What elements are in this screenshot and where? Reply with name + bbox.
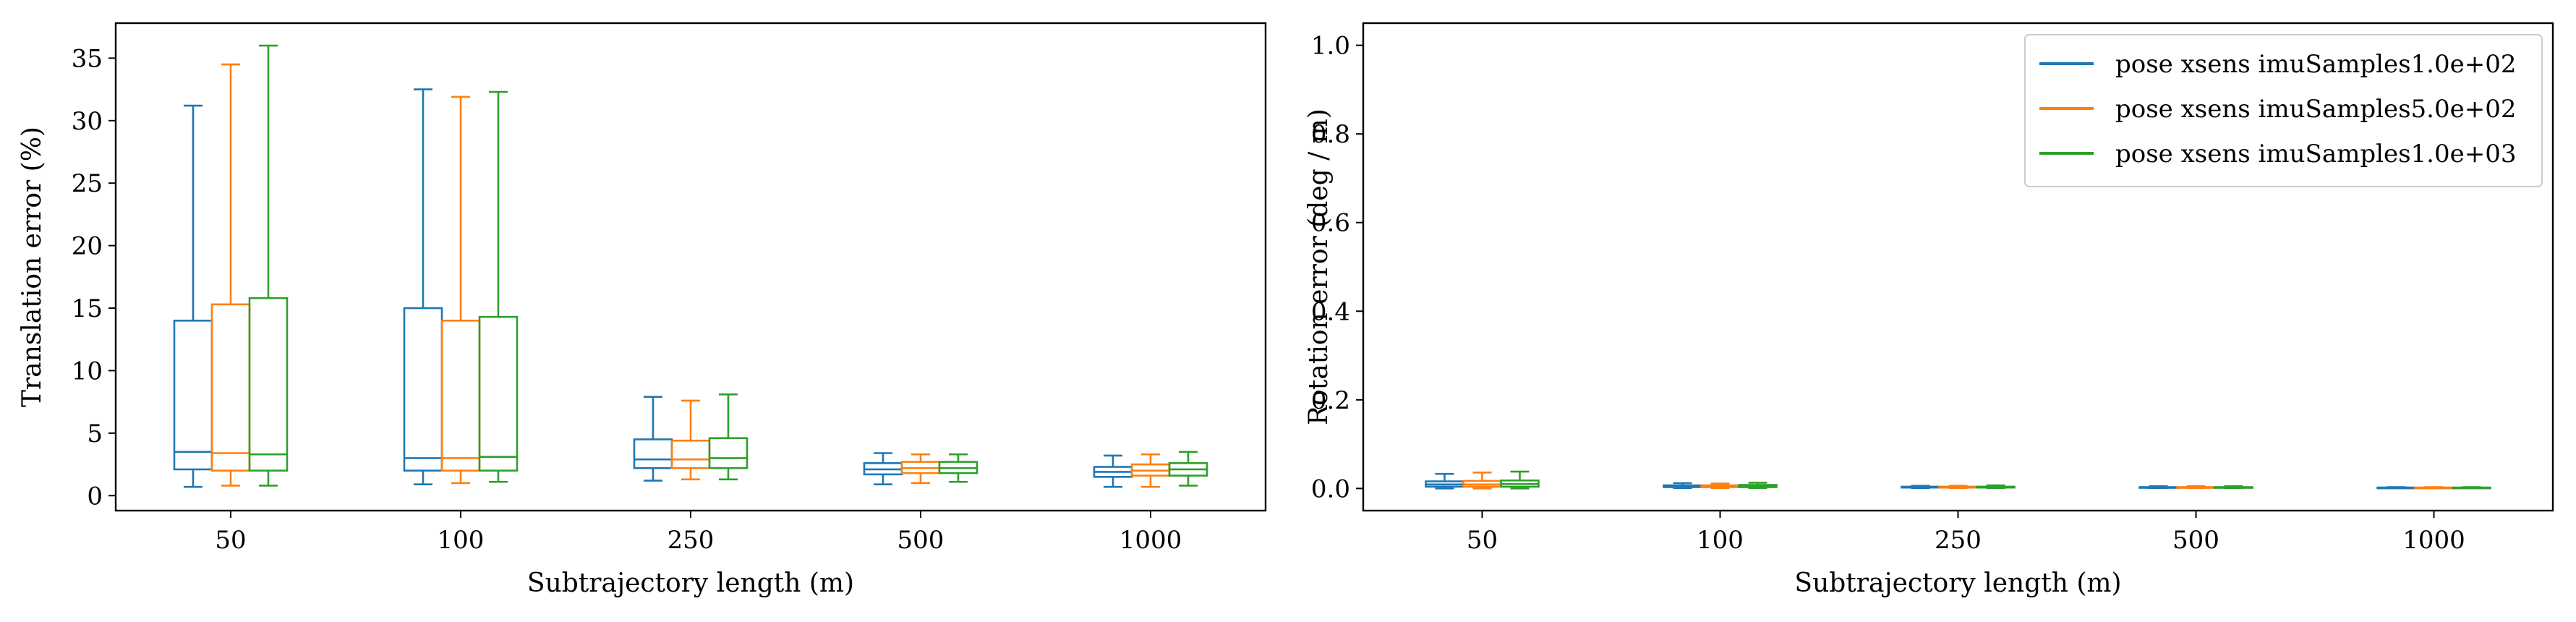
y-tick-label: 1.0 xyxy=(1311,32,1350,61)
box-body xyxy=(210,303,251,472)
box-body xyxy=(478,315,519,472)
y-tick-label: 0.6 xyxy=(1311,209,1350,238)
x-tick-label: 250 xyxy=(668,526,715,555)
box-3-series-2 xyxy=(2214,485,2253,490)
box-0-series-1 xyxy=(1462,472,1502,490)
legend-entry-label: pose xsens imuSamples5.0e+02 xyxy=(2115,95,2516,124)
box-2-series-1 xyxy=(1938,485,1978,490)
box-body xyxy=(248,297,289,472)
box-1-series-0 xyxy=(1663,482,1702,490)
box-0-series-2 xyxy=(1500,470,1540,490)
panel-translation: 0 5 10 15 20 25 30 35 50 100 250 500 1000 Subtrajecto… xyxy=(17,22,1267,598)
box-body xyxy=(173,320,213,471)
y-tick-label: 5 xyxy=(87,419,103,448)
box-4-series-1 xyxy=(2414,486,2454,490)
box-body xyxy=(633,438,673,469)
box-2-series-0 xyxy=(1901,485,1940,490)
box-0-series-0 xyxy=(173,104,213,488)
box-body xyxy=(670,439,711,469)
x-axis-label: Subtrajectory length (m) xyxy=(527,568,854,598)
box-2-series-1 xyxy=(670,399,711,481)
legend-frame xyxy=(2024,34,2543,187)
box-4-series-0 xyxy=(2376,486,2416,490)
x-tick-label: 1000 xyxy=(1119,526,1182,555)
box-1-series-2 xyxy=(1738,482,1778,490)
box-1-series-0 xyxy=(403,88,443,486)
legend-entry-label: pose xsens imuSamples1.0e+02 xyxy=(2115,50,2516,79)
x-tick-label: 50 xyxy=(1467,526,1498,555)
y-tick-label: 20 xyxy=(72,232,103,261)
y-tick-label: 0.8 xyxy=(1311,120,1350,149)
box-3-series-0 xyxy=(863,452,903,486)
box-1-series-2 xyxy=(478,90,519,483)
y-tick-label: 15 xyxy=(72,294,103,323)
box-4-series-1 xyxy=(1130,453,1171,488)
box-3-series-2 xyxy=(938,453,978,483)
x-tick-label: 500 xyxy=(2172,526,2219,555)
box-3-series-1 xyxy=(2176,485,2216,490)
box-4-series-2 xyxy=(1168,451,1208,487)
box-2-series-2 xyxy=(1976,484,2016,490)
box-3-series-1 xyxy=(900,453,941,485)
box-4-series-2 xyxy=(2452,486,2491,490)
y-tick-label: 0.4 xyxy=(1311,297,1350,326)
y-tick-label: 0.2 xyxy=(1311,386,1350,415)
y-tick-label: 0 xyxy=(87,482,103,511)
x-axis-label: Subtrajectory length (m) xyxy=(1794,568,2121,598)
x-tick-label: 100 xyxy=(1697,526,1744,555)
panel-rotation: 0.0 0.2 0.4 0.6 0.8 1.0 50 100 250 500 1000 Subtraj… xyxy=(1304,22,2554,598)
x-tick-label: 250 xyxy=(1935,526,1982,555)
legend-entry-label: pose xsens imuSamples1.0e+03 xyxy=(2115,140,2516,169)
y-tick-label: 0.0 xyxy=(1311,474,1350,503)
y-tick-label: 30 xyxy=(72,107,103,136)
y-axis-label: Rotation error (deg / m) xyxy=(1304,108,1334,425)
y-tick-label: 35 xyxy=(72,44,103,73)
x-tick-label: 1000 xyxy=(2402,526,2465,555)
x-tick-label: 500 xyxy=(897,526,944,555)
x-tick-label: 50 xyxy=(215,526,246,555)
x-tick-label: 100 xyxy=(438,526,485,555)
box-body xyxy=(403,307,443,472)
y-axis-label: Translation error (%) xyxy=(17,127,47,407)
y-tick-label: 10 xyxy=(72,357,103,385)
box-2-series-2 xyxy=(708,393,749,481)
box-body xyxy=(708,437,749,469)
box-1-series-1 xyxy=(440,95,481,485)
box-0-series-1 xyxy=(210,63,251,487)
legend: pose xsens imuSamples1.0e+02 pose xsens i… xyxy=(2024,34,2543,187)
box-3-series-0 xyxy=(2138,485,2178,490)
box-4-series-0 xyxy=(1093,454,1133,488)
box-0-series-0 xyxy=(1425,472,1464,490)
y-tick-label: 25 xyxy=(72,169,103,198)
box-body xyxy=(440,320,481,472)
box-2-series-0 xyxy=(633,396,673,482)
box-1-series-1 xyxy=(1700,482,1740,490)
box-0-series-2 xyxy=(248,44,289,487)
